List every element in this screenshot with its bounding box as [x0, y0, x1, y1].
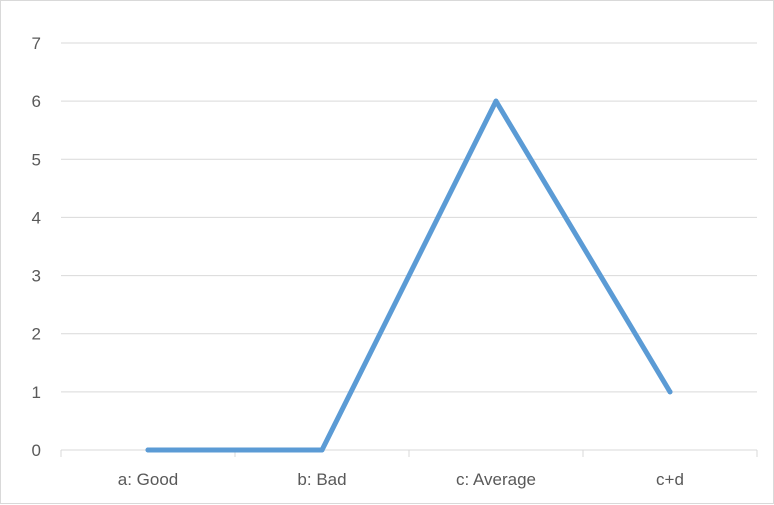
y-tick-label: 4 — [32, 208, 41, 227]
y-tick-label: 1 — [32, 383, 41, 402]
data-point — [667, 389, 673, 395]
series-layer — [145, 98, 673, 453]
y-axis-tick-labels: 0 1 2 3 4 5 6 7 — [32, 34, 41, 460]
data-point — [145, 447, 151, 453]
x-tick-label: c+d — [656, 470, 684, 489]
x-tick-label: a: Good — [118, 470, 179, 489]
x-tick-label: b: Bad — [297, 470, 346, 489]
series-line — [145, 98, 673, 453]
y-tick-label: 3 — [32, 267, 41, 286]
y-tick-label: 5 — [32, 150, 41, 169]
data-point — [319, 447, 325, 453]
data-point — [493, 98, 499, 104]
x-tick-label: c: Average — [456, 470, 536, 489]
y-tick-label: 0 — [32, 441, 41, 460]
gridlines — [61, 42, 757, 393]
y-tick-label: 6 — [32, 92, 41, 111]
y-tick-label: 7 — [32, 34, 41, 53]
x-axis-tick-labels: a: Good b: Bad c: Average c+d — [118, 470, 684, 489]
y-tick-label: 2 — [32, 325, 41, 344]
